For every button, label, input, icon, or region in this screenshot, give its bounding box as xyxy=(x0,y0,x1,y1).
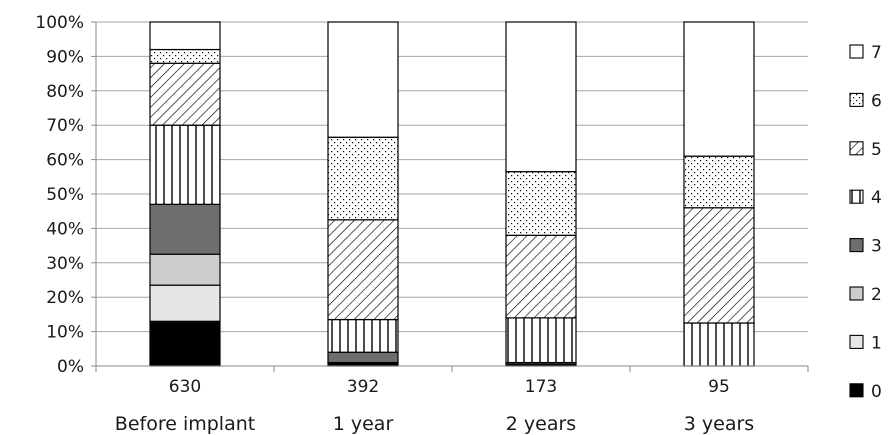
x-category-label: 2 years xyxy=(506,413,576,435)
legend-label: 6 xyxy=(871,91,882,111)
y-tick-label: 0% xyxy=(57,357,84,377)
bar-segment-3 xyxy=(327,351,399,364)
x-count-label: 95 xyxy=(708,377,730,397)
bar-segment-7 xyxy=(149,21,221,51)
x-count-label: 630 xyxy=(169,377,201,397)
y-tick-label: 70% xyxy=(46,116,84,136)
x-count-label: 392 xyxy=(347,377,379,397)
legend-swatch-6 xyxy=(849,92,864,107)
bar-segment-7 xyxy=(505,21,577,173)
x-category-label: 3 years xyxy=(684,413,754,435)
x-category-label: Before implant xyxy=(115,413,255,435)
bar-segment-0 xyxy=(149,320,221,367)
legend-swatch-2 xyxy=(849,286,864,301)
bars xyxy=(149,21,755,367)
legend-swatch-3 xyxy=(849,238,864,253)
bar-segment-7 xyxy=(683,21,755,157)
legend-swatch-5 xyxy=(849,141,864,156)
bar-segment-5 xyxy=(327,219,399,321)
bar-segment-4 xyxy=(327,318,399,353)
legend-swatch-0 xyxy=(849,383,864,398)
legend-swatch-1 xyxy=(849,334,864,349)
legend-label: 3 xyxy=(871,237,882,257)
y-tick-label: 60% xyxy=(46,151,84,171)
bar-segment-5 xyxy=(683,207,755,324)
y-tick-label: 30% xyxy=(46,254,84,274)
bar-segment-5 xyxy=(505,234,577,319)
legend-label: 1 xyxy=(871,333,882,353)
legend-swatch-7 xyxy=(849,44,864,59)
legend-label: 2 xyxy=(871,285,882,305)
legend-label: 4 xyxy=(871,188,882,208)
legend-label: 5 xyxy=(871,140,882,160)
y-tick-label: 80% xyxy=(46,82,84,102)
bar-segment-1 xyxy=(149,284,221,322)
y-tick-label: 40% xyxy=(46,219,84,239)
bar-segment-4 xyxy=(505,317,577,364)
y-tick-label: 90% xyxy=(46,47,84,67)
bar-segment-6 xyxy=(327,136,399,221)
y-tick-label: 50% xyxy=(46,185,84,205)
axes: 0% 10% 20% 30% 40% 50% 60% 70% 80% 90% 100% 630 Befo… xyxy=(35,13,809,435)
bar-segment-2 xyxy=(149,253,221,286)
y-tick-label: 100% xyxy=(35,13,84,33)
x-count-label: 173 xyxy=(525,377,557,397)
bar-segment-4 xyxy=(683,322,755,367)
legend-label: 7 xyxy=(871,43,882,63)
bar-segment-5 xyxy=(149,62,221,126)
x-category-label: 1 year xyxy=(333,413,394,435)
y-tick-label: 10% xyxy=(46,323,84,343)
bar-segment-6 xyxy=(505,171,577,236)
bar-segment-6 xyxy=(683,155,755,209)
bar-segment-6 xyxy=(149,48,221,64)
bar-segment-3 xyxy=(149,203,221,255)
legend: 7 6 5 4 3 2 1 0 xyxy=(849,43,882,402)
y-tick-label: 20% xyxy=(46,288,84,308)
bar-segment-4 xyxy=(149,124,221,205)
legend-swatch-4 xyxy=(849,189,864,204)
bar-segment-7 xyxy=(327,21,399,138)
legend-label: 0 xyxy=(871,382,882,402)
